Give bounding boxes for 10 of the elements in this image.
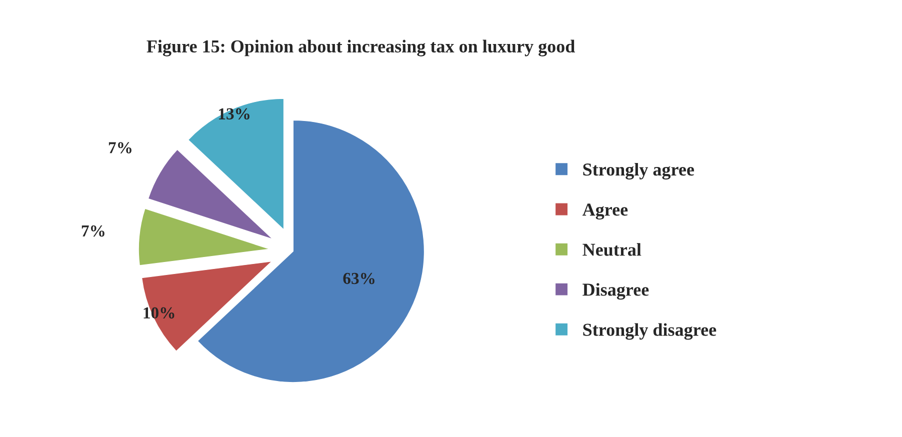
- data-label: 13%: [218, 108, 250, 120]
- legend-label: Strongly disagree: [583, 323, 716, 340]
- legend-label: Disagree: [582, 283, 649, 300]
- chart-title: Figure 15: Opinion about increasing tax on luxury good: [146, 40, 575, 56]
- legend-label: Strongly agree: [583, 162, 694, 180]
- data-label: 63%: [343, 272, 374, 284]
- data-label: 7%: [82, 225, 104, 237]
- legend-label: Neutral: [582, 243, 642, 256]
- data-label: 7%: [108, 142, 132, 154]
- legend-label: Agree: [582, 204, 628, 220]
